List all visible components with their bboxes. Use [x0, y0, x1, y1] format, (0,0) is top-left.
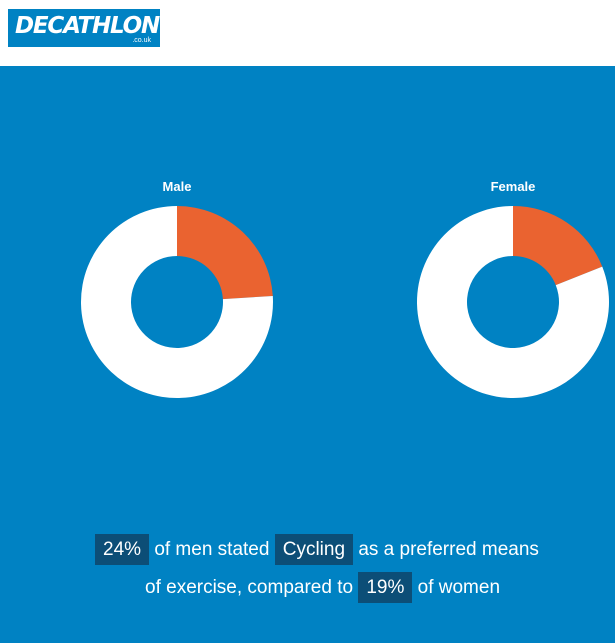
statement-text-men: of men stated: [154, 539, 270, 560]
header: DECATHLON .co.uk: [0, 0, 615, 66]
male-chart-title: Male: [162, 179, 192, 194]
activity-badge: Cycling: [274, 534, 354, 565]
female-donut-chart: [417, 206, 609, 398]
women-percentage-badge: 19%: [358, 572, 413, 603]
decathlon-logo[interactable]: DECATHLON .co.uk: [8, 9, 160, 47]
female-chart-title: Female: [490, 179, 536, 194]
donut-slice-cycling: [177, 206, 273, 300]
donut-slice-other: [80, 206, 273, 398]
donut-slice-cycling: [513, 206, 603, 286]
infographic-panel: Male Female 24% of men stated Cycling as…: [0, 66, 615, 643]
statement-text-means: as a preferred means: [358, 539, 539, 560]
statement-text-compared: of exercise, compared to: [145, 577, 354, 598]
male-donut-chart: [80, 206, 273, 398]
men-percentage-badge: 24%: [95, 534, 150, 565]
statement-line-2: of exercise, compared to 19% of women: [145, 572, 500, 603]
statement-line-1: 24% of men stated Cycling as a preferred…: [95, 534, 539, 565]
logo-wordmark: DECATHLON: [15, 13, 160, 39]
logo-domain: .co.uk: [132, 37, 151, 44]
donut-slice-other: [417, 206, 609, 398]
statement-text-women: of women: [417, 577, 501, 598]
